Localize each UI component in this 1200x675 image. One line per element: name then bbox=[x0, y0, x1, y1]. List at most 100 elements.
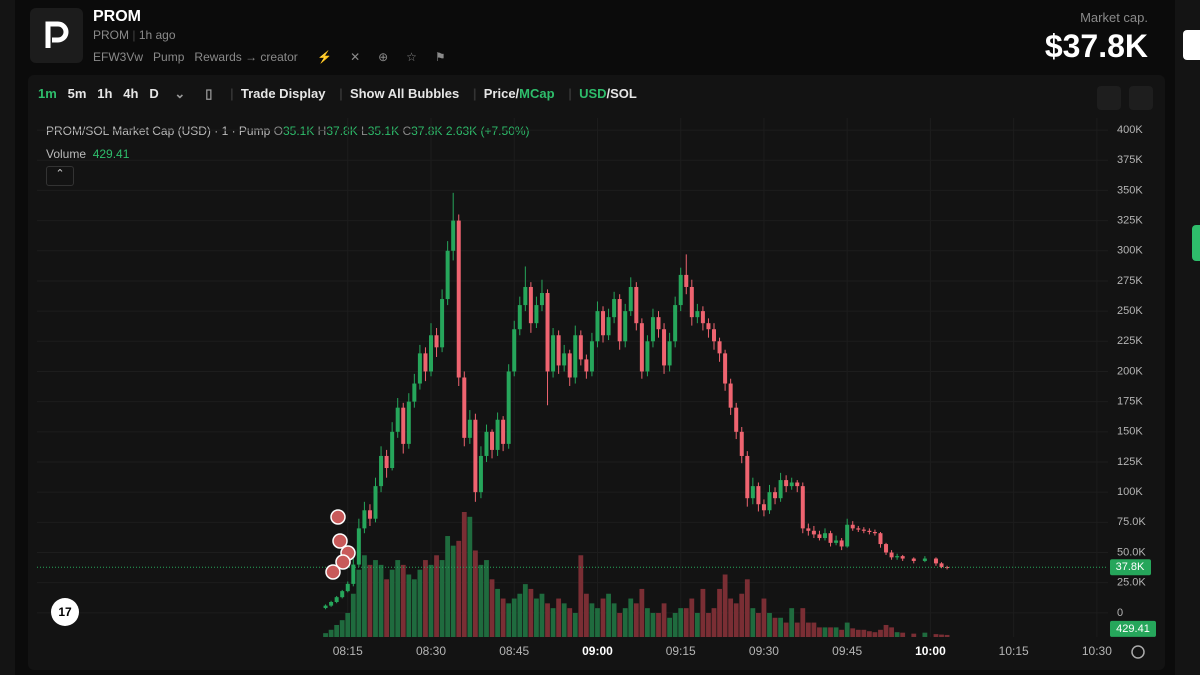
volume-bar bbox=[567, 608, 573, 637]
volume-bar bbox=[656, 612, 661, 637]
volume-bar bbox=[389, 569, 395, 637]
volume-bar bbox=[339, 620, 345, 637]
candle-body bbox=[401, 407, 406, 444]
volume-label: Volume bbox=[46, 147, 87, 161]
screenshot-button[interactable] bbox=[1097, 86, 1121, 110]
volume-bar bbox=[850, 628, 856, 637]
collapse-button[interactable]: ⌃ bbox=[46, 166, 74, 186]
side-button[interactable] bbox=[1192, 225, 1200, 261]
volume-bar bbox=[611, 603, 617, 637]
candle-body bbox=[773, 492, 778, 499]
y-tick-label: 150K bbox=[1117, 426, 1143, 438]
candle-body bbox=[784, 480, 789, 487]
volume-bar bbox=[805, 622, 811, 637]
candle-body bbox=[379, 455, 384, 487]
x-tick-label: 08:45 bbox=[499, 644, 529, 658]
candle-body bbox=[329, 601, 334, 606]
interval[interactable]: 1h bbox=[97, 86, 113, 101]
bubble[interactable] bbox=[330, 509, 346, 525]
y-tick-label: 0 bbox=[1117, 607, 1123, 619]
y-tick-label: 275K bbox=[1117, 275, 1143, 287]
ohlc-value: 35.1K bbox=[367, 124, 400, 138]
refresh-button[interactable] bbox=[1129, 86, 1153, 110]
volume-bar bbox=[467, 516, 473, 637]
currency-toggle[interactable]: USD/SOL bbox=[579, 86, 637, 101]
volume-bar bbox=[367, 564, 373, 637]
mcap: MCap bbox=[519, 86, 555, 101]
volume-bar bbox=[528, 588, 534, 637]
candle-body bbox=[362, 510, 367, 529]
candle-body bbox=[512, 329, 517, 372]
candle-body bbox=[839, 540, 844, 547]
candle-body bbox=[545, 293, 550, 372]
y-tick-label: 175K bbox=[1117, 396, 1143, 408]
candle-body bbox=[323, 605, 328, 609]
bubbles bbox=[325, 509, 356, 580]
platform[interactable]: Pump bbox=[153, 50, 185, 64]
volume-bar bbox=[755, 612, 761, 637]
candle-body bbox=[445, 250, 450, 300]
bubble[interactable] bbox=[332, 533, 348, 549]
show-bubbles[interactable]: Show All Bubbles bbox=[349, 86, 460, 101]
settings-icon[interactable] bbox=[1131, 645, 1145, 659]
candle-body bbox=[467, 419, 472, 438]
volume-bar bbox=[373, 560, 378, 637]
candle-body bbox=[856, 528, 861, 530]
candle-body bbox=[911, 558, 916, 561]
x-tick-label: 09:00 bbox=[582, 644, 613, 658]
volume-tag-label: 429.41 bbox=[1116, 623, 1150, 635]
volume-bar bbox=[334, 624, 340, 637]
candle-body bbox=[922, 558, 927, 561]
candle-body bbox=[650, 317, 655, 342]
candle-body bbox=[490, 431, 495, 450]
side-button[interactable] bbox=[1183, 30, 1200, 60]
volume-bar bbox=[461, 512, 467, 637]
price-tag bbox=[1110, 559, 1151, 576]
interval[interactable]: 5m bbox=[67, 86, 87, 101]
legend: PROM/SOL Market Cap (USD) · 1 · Pump O35… bbox=[46, 124, 530, 138]
candle-body bbox=[612, 299, 617, 318]
volume-bar bbox=[423, 560, 428, 637]
volume-bar bbox=[883, 624, 889, 637]
volume-bar bbox=[811, 622, 817, 637]
candle-body bbox=[367, 510, 372, 519]
market-cap-label: Market cap. bbox=[1080, 10, 1148, 25]
candle-body bbox=[828, 533, 833, 543]
address[interactable]: EFW3Vw bbox=[93, 50, 144, 64]
sol: /SOL bbox=[606, 86, 637, 101]
bubble[interactable] bbox=[325, 564, 341, 580]
candle-body bbox=[817, 534, 822, 539]
volume-bar bbox=[761, 598, 767, 637]
volume-bar bbox=[550, 608, 556, 637]
volume-bar bbox=[789, 608, 795, 637]
tv-logo bbox=[51, 598, 79, 626]
volume-bar bbox=[661, 603, 667, 637]
volume-bar bbox=[817, 627, 822, 637]
bubble[interactable] bbox=[335, 554, 351, 570]
interval[interactable]: 4h bbox=[123, 86, 139, 101]
trade-display[interactable]: Trade Display bbox=[240, 86, 326, 101]
candle-body bbox=[523, 286, 528, 306]
candle-body bbox=[451, 220, 456, 251]
volume-bar bbox=[750, 608, 756, 637]
ohlc-key: L bbox=[361, 124, 368, 138]
volume-bar bbox=[489, 579, 495, 637]
volume-bar bbox=[456, 540, 462, 637]
volume-bar bbox=[356, 569, 362, 637]
candle-body bbox=[933, 558, 938, 564]
volume-bar bbox=[650, 612, 656, 637]
price-toggle[interactable]: Price/MCap bbox=[484, 86, 555, 101]
rewards[interactable]: Rewards → creator bbox=[194, 50, 298, 64]
candle-body bbox=[484, 431, 489, 456]
candle-body bbox=[351, 564, 356, 584]
interval[interactable]: D bbox=[149, 86, 159, 101]
candle-body bbox=[845, 524, 850, 547]
volume-bar bbox=[839, 629, 845, 637]
ticker: PROM bbox=[93, 28, 129, 42]
plot: 0 25.0K 50.0K 75.0K 100K 125K 150K 175K 200K 225K… bbox=[37, 118, 1156, 658]
candle-body bbox=[761, 504, 766, 511]
volume-bar bbox=[911, 633, 917, 637]
interval[interactable]: 1m bbox=[38, 86, 57, 101]
x-tick-label: 08:30 bbox=[416, 644, 446, 658]
